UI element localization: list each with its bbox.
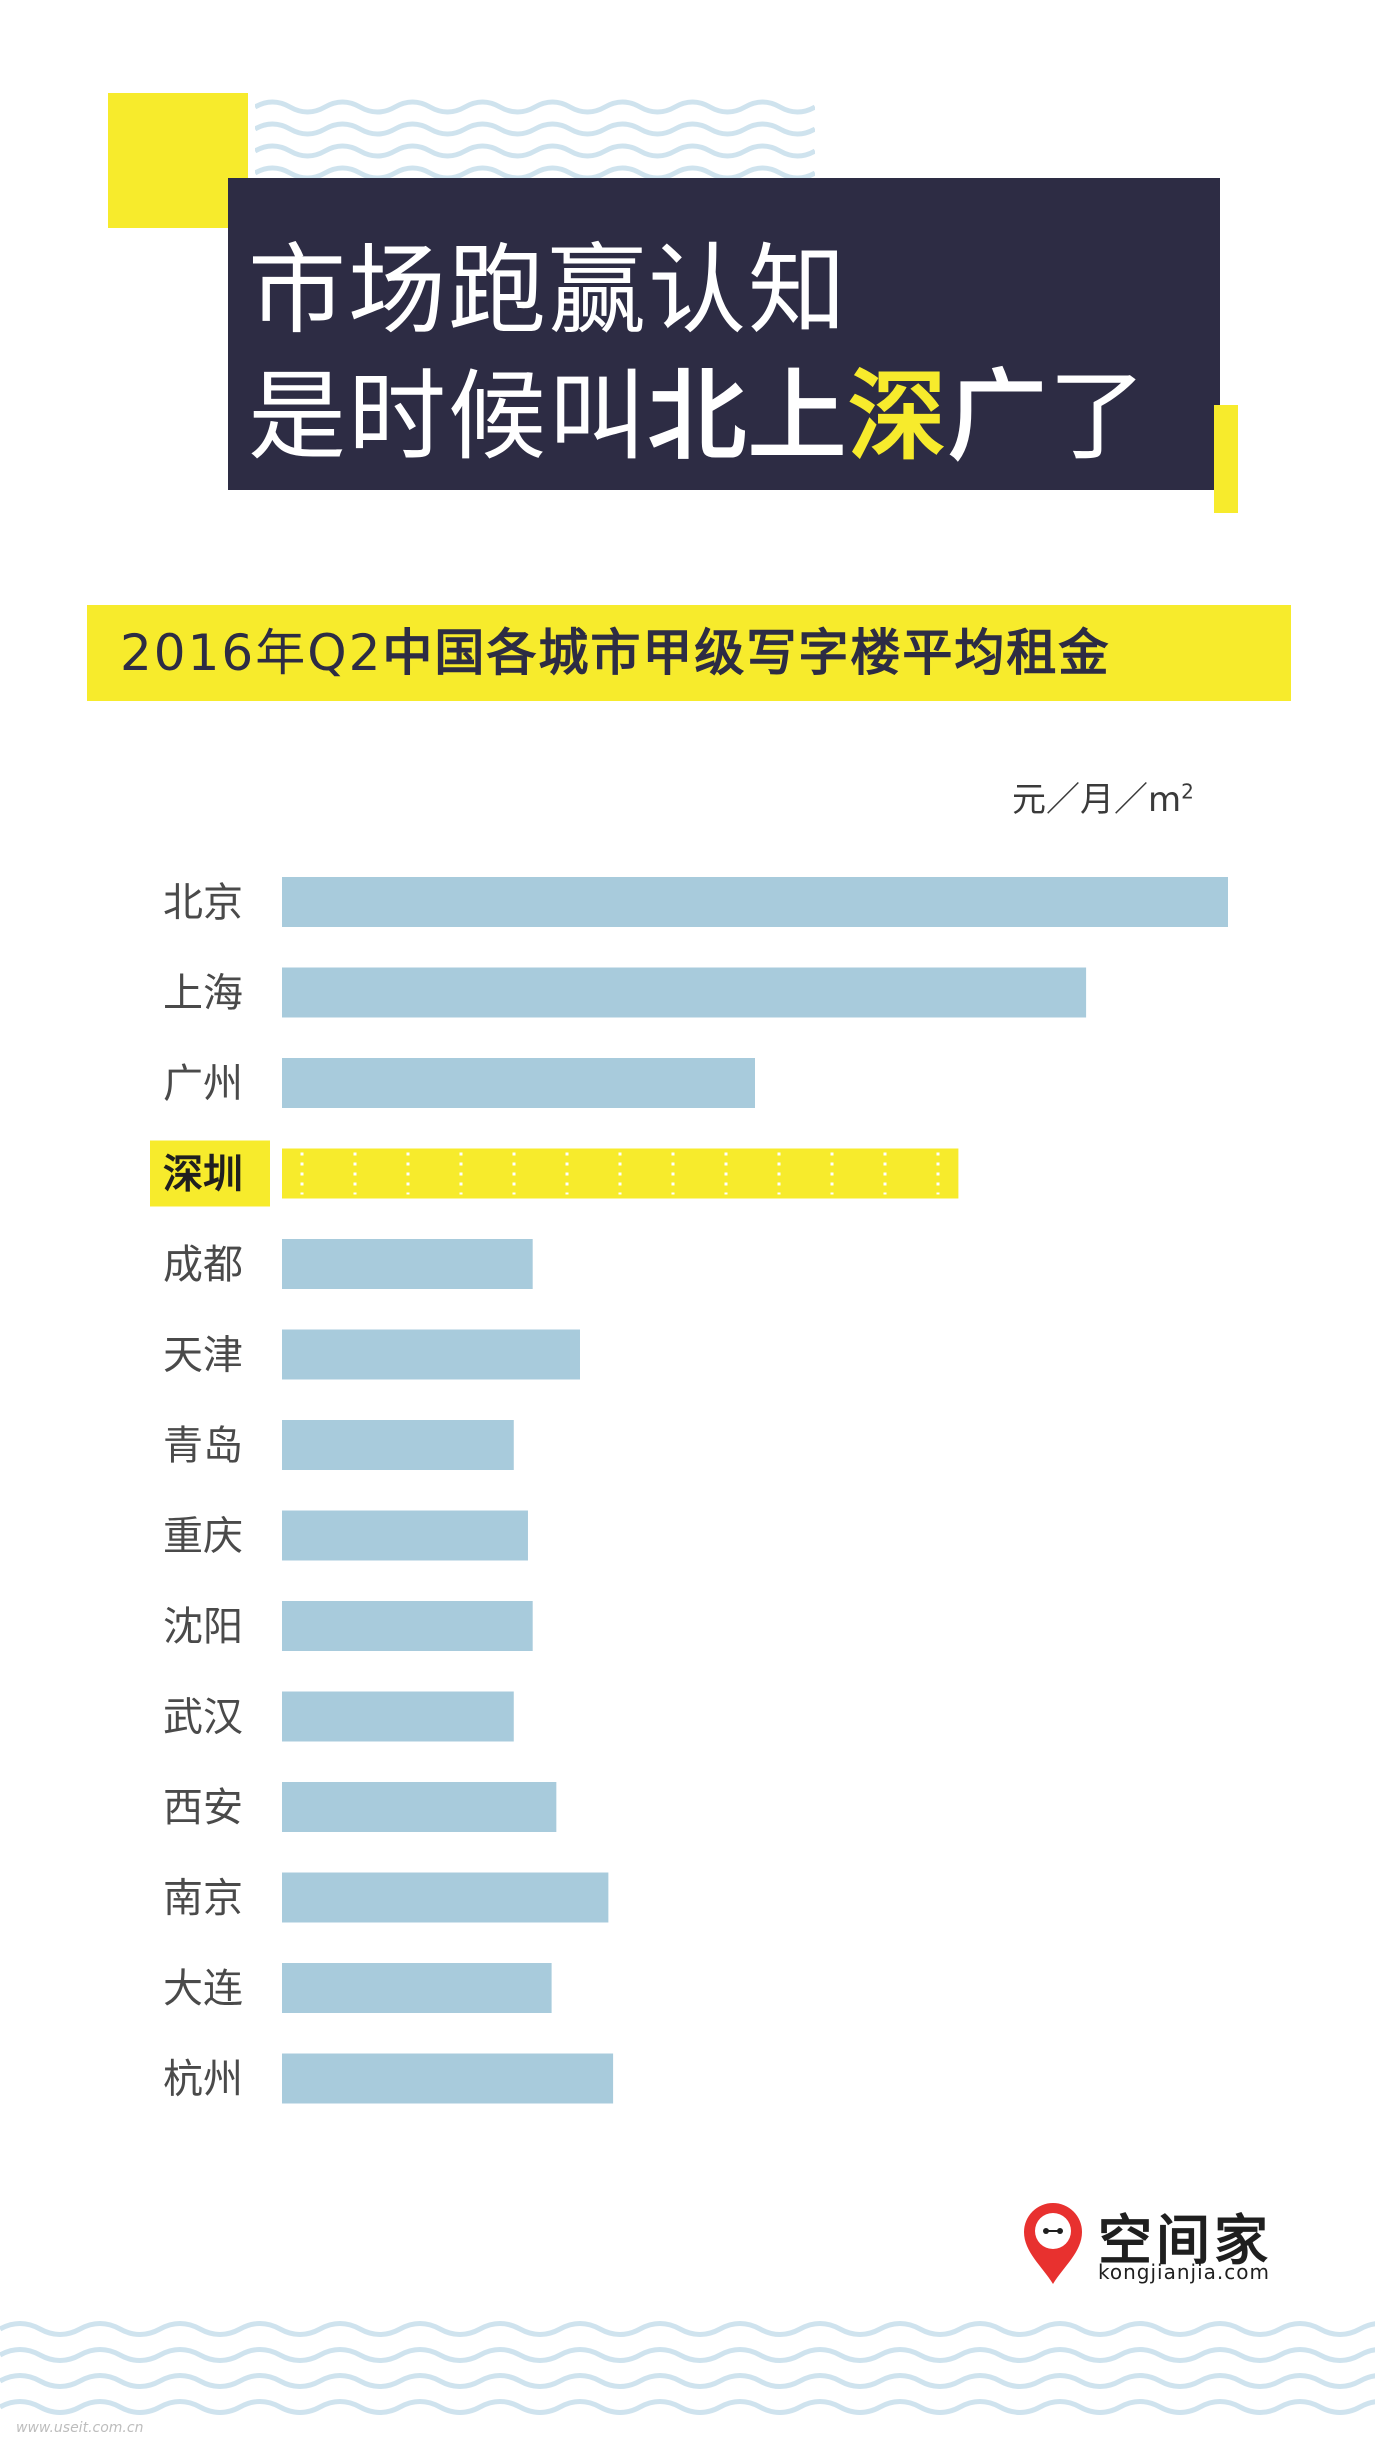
category-label: 深圳 bbox=[163, 1152, 243, 1198]
category-label: 沈阳 bbox=[163, 1604, 243, 1650]
category-label: 西安 bbox=[163, 1785, 243, 1831]
bar-group-7: 青岛 bbox=[163, 1420, 514, 1470]
category-label: 天津 bbox=[163, 1333, 243, 1379]
title-line-1-text: 市场跑赢认知 bbox=[248, 234, 849, 348]
unit-text: 元／月／m bbox=[1012, 780, 1182, 820]
watermark: www.useit.com.cn bbox=[16, 2420, 144, 2436]
title-line-2-highlight: 深 bbox=[848, 360, 949, 474]
bar-group-11: 西安 bbox=[163, 1782, 557, 1832]
title-line-2: 是时候叫北上深广了 bbox=[248, 362, 1148, 472]
subtitle-bar bbox=[87, 605, 1291, 701]
category-label: 青岛 bbox=[163, 1423, 243, 1469]
highlight-label-background bbox=[150, 1140, 270, 1207]
chart-subtitle: 2016年Q2中国各城市甲级写字楼平均租金 bbox=[120, 612, 1110, 694]
top-wave-decoration bbox=[255, 99, 815, 181]
bar-group-3: 广州 bbox=[163, 1058, 755, 1108]
title-line-2-suffix: 了 bbox=[1048, 360, 1149, 474]
category-label: 广州 bbox=[163, 1061, 243, 1107]
bar-group-8: 重庆 bbox=[163, 1510, 528, 1561]
title-line-2-bold-b: 广 bbox=[948, 360, 1049, 474]
category-label: 南京 bbox=[163, 1876, 243, 1922]
bar-group-4: 深圳 bbox=[150, 1140, 959, 1207]
category-label: 武汉 bbox=[163, 1695, 243, 1741]
bar bbox=[282, 1691, 514, 1742]
bar-group-2: 上海 bbox=[163, 967, 1087, 1018]
bar-group-6: 天津 bbox=[163, 1329, 580, 1380]
category-label: 杭州 bbox=[163, 2057, 243, 2103]
logo-name: 空间家 bbox=[1098, 2209, 1272, 2272]
bar bbox=[282, 1058, 755, 1108]
category-label: 上海 bbox=[163, 971, 243, 1017]
bar-group-10: 武汉 bbox=[163, 1691, 514, 1742]
accent-bar-right bbox=[1214, 405, 1238, 513]
bar bbox=[282, 1601, 533, 1651]
title-line-1: 市场跑赢认知 bbox=[248, 236, 848, 346]
bar-group-5: 成都 bbox=[163, 1239, 533, 1289]
bar bbox=[282, 1420, 514, 1470]
bar-group-14: 杭州 bbox=[163, 2053, 614, 2104]
subtitle-bold: 中国各城市甲级写字楼平均租金 bbox=[382, 624, 1111, 682]
bar bbox=[282, 1782, 557, 1832]
unit-label: 元／月／m2 bbox=[1012, 772, 1194, 821]
bar bbox=[282, 1963, 552, 2013]
unit-superscript: 2 bbox=[1181, 779, 1194, 804]
title-box bbox=[228, 178, 1220, 490]
bar bbox=[282, 1239, 533, 1289]
bar bbox=[282, 1872, 609, 1923]
bar-group-9: 沈阳 bbox=[163, 1601, 533, 1651]
subtitle-prefix: 2016年Q2 bbox=[120, 624, 383, 682]
bar bbox=[282, 877, 1228, 927]
bar-group-13: 大连 bbox=[163, 1963, 552, 2013]
title-line-2-prefix: 是时候叫 bbox=[248, 360, 649, 474]
accent-square-top-left bbox=[108, 93, 248, 228]
category-label: 重庆 bbox=[163, 1514, 243, 1560]
bar bbox=[282, 2053, 614, 2104]
bar-group-12: 南京 bbox=[163, 1872, 609, 1923]
logo-url: kongjianjia.com bbox=[1098, 2260, 1270, 2284]
category-label: 大连 bbox=[163, 1966, 243, 2012]
title-line-2-bold-a: 北上 bbox=[648, 360, 849, 474]
bar-group-1: 北京 bbox=[163, 877, 1228, 927]
category-label: 成都 bbox=[163, 1242, 243, 1288]
location-pin-icon bbox=[1024, 2203, 1082, 2284]
bottom-wave-decoration bbox=[0, 2321, 1375, 2415]
bar bbox=[282, 1329, 580, 1380]
bar bbox=[282, 967, 1087, 1018]
bar bbox=[282, 1510, 528, 1561]
category-label: 北京 bbox=[163, 880, 243, 926]
